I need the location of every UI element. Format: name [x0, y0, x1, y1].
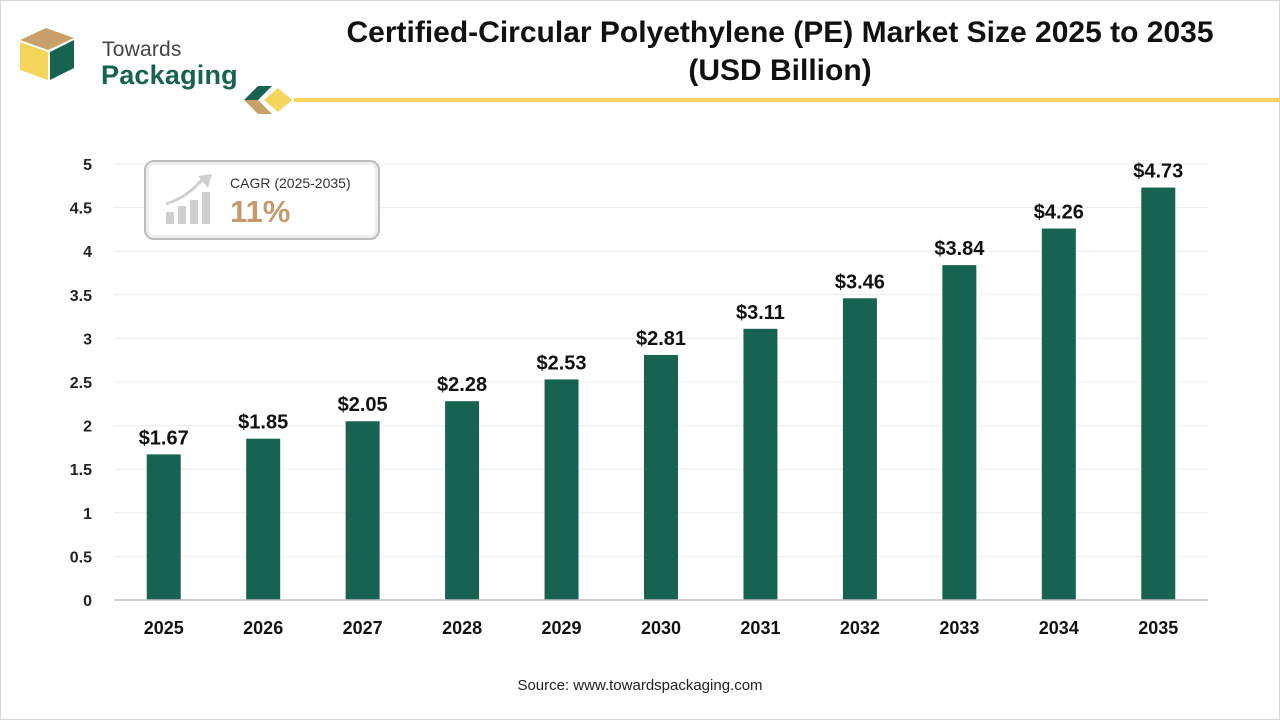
y-tick-label: 3 — [83, 331, 92, 348]
title-underline-decoration — [244, 86, 1280, 114]
data-label-2026: $1.85 — [238, 412, 288, 434]
logo-text-packaging: Packaging — [101, 60, 238, 90]
x-tick-label-2029: 2029 — [542, 618, 582, 638]
data-label-2035: $4.73 — [1133, 161, 1183, 183]
y-axis: 0 0.5 1 1.5 2 2.5 3 3.5 4 4.5 5 — [70, 157, 92, 610]
bar-2031 — [743, 328, 778, 600]
x-tick-label-2030: 2030 — [641, 618, 681, 638]
data-label-2028: $2.28 — [437, 374, 487, 396]
chart-title-line-2: (USD Billion) — [688, 54, 872, 87]
bar-2029 — [544, 379, 579, 600]
x-tick-label-2028: 2028 — [442, 618, 482, 638]
deco-green-chevron — [244, 86, 272, 100]
data-label-2030: $2.81 — [636, 328, 686, 350]
data-label-2025: $1.67 — [139, 427, 189, 449]
logo-text-towards: Towards — [102, 38, 182, 61]
chart-title: Certified-Circular Polyethylene (PE) Mar… — [290, 14, 1270, 90]
x-tick-label-2027: 2027 — [343, 618, 383, 638]
bar-2025 — [146, 454, 181, 600]
x-tick-label-2035: 2035 — [1138, 618, 1178, 638]
y-tick-label: 1 — [83, 506, 92, 523]
deco-tan-chevron — [244, 100, 272, 114]
bar-2027 — [345, 421, 380, 600]
x-tick-label-2034: 2034 — [1039, 618, 1079, 638]
towards-packaging-logo: Towards Packaging — [16, 18, 246, 90]
deco-gold-diamond — [264, 88, 292, 112]
bars: $1.67 $1.85 $2.05 $2.28 $2.53 $2.81 $3.11 $3.46… — [139, 161, 1183, 600]
x-axis: 2025 2026 2027 2028 2029 2030 2031 2032 2033 2034… — [114, 599, 1208, 638]
y-tick-label: 2.5 — [70, 375, 92, 392]
x-tick-label-2026: 2026 — [243, 618, 283, 638]
y-tick-label: 0 — [83, 593, 92, 610]
data-label-2032: $3.46 — [835, 271, 885, 293]
cagr-label: CAGR (2025-2035) — [230, 175, 351, 191]
data-label-2034: $4.26 — [1034, 202, 1084, 224]
data-label-2033: $3.84 — [934, 238, 985, 260]
chart-title-line-1: Certified-Circular Polyethylene (PE) Mar… — [346, 16, 1214, 49]
growth-chart-icon — [165, 174, 212, 224]
bar-2034 — [1041, 228, 1076, 600]
box-logo-icon — [20, 28, 74, 80]
bar-2033 — [942, 265, 977, 600]
data-label-2031: $3.11 — [736, 302, 785, 324]
bar-2026 — [246, 438, 281, 600]
y-tick-label: 4.5 — [70, 201, 92, 218]
bar-2032 — [842, 298, 877, 600]
x-tick-label-2033: 2033 — [939, 618, 979, 638]
x-tick-label-2032: 2032 — [840, 618, 880, 638]
bar-2030 — [644, 354, 678, 600]
x-tick-label-2025: 2025 — [144, 618, 184, 638]
y-tick-label: 3.5 — [70, 288, 92, 305]
y-tick-label: 4 — [83, 244, 92, 261]
bar-2028 — [445, 401, 480, 600]
x-tick-label-2031: 2031 — [740, 618, 780, 638]
deco-gold-line — [294, 98, 1280, 102]
y-tick-label: 2 — [83, 419, 92, 436]
source-text: Source: www.towardspackaging.com — [517, 677, 763, 694]
bar-2035 — [1141, 187, 1176, 600]
y-tick-label: 0.5 — [70, 549, 92, 566]
y-tick-label: 5 — [83, 157, 92, 174]
cagr-callout: CAGR (2025-2035) 11% — [144, 160, 380, 240]
y-tick-label: 1.5 — [70, 462, 92, 479]
data-label-2029: $2.53 — [537, 352, 587, 374]
data-label-2027: $2.05 — [338, 394, 388, 416]
cagr-value: 11% — [230, 194, 291, 229]
